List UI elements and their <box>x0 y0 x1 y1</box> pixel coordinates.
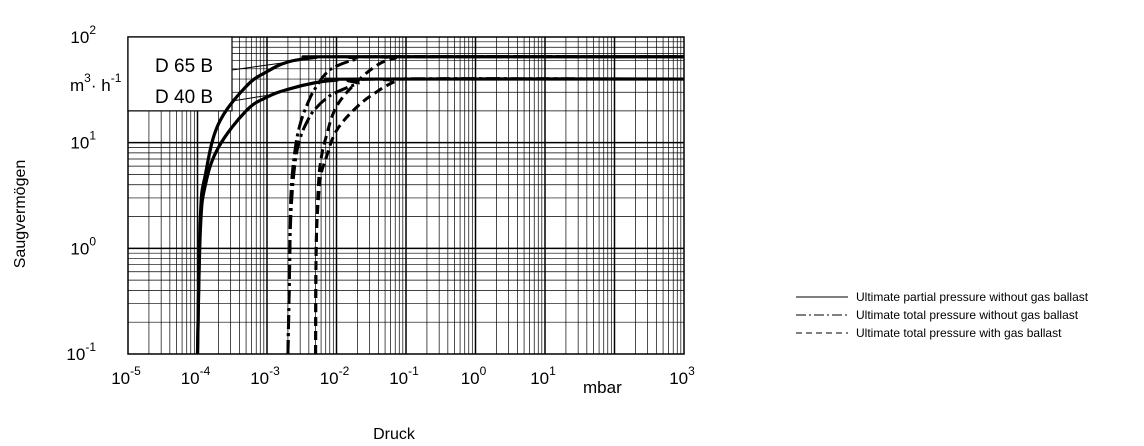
x-tick-label: 10-5 <box>111 364 141 388</box>
x-tick-label: 10-4 <box>181 364 211 388</box>
curve-label-box: D 65 B D 40 B <box>127 36 295 112</box>
plot-frame <box>127 36 685 355</box>
y-tick-label: 101 <box>70 129 96 153</box>
curve-label-box-frame <box>127 36 233 112</box>
x-tick-label: 10-3 <box>250 364 280 388</box>
y-tick-labels: 10-1 100 101 102 <box>66 23 96 364</box>
y-tick-label: 10-1 <box>66 340 96 364</box>
series-dashdot-d-40-b <box>286 77 685 355</box>
x-tick-label: 101 <box>530 364 556 388</box>
x-tick-label: 10-2 <box>320 364 350 388</box>
curve-label-d-40-b: D 40 B <box>155 87 213 108</box>
x-tick-labels: 10-5 10-4 10-3 10-2 10-1 100 101 103 <box>111 364 695 388</box>
curve-label-leader <box>231 94 273 102</box>
x-tick-label: 103 <box>669 364 695 388</box>
series-dashed-d-65-b <box>314 55 685 355</box>
y-tick-label: 100 <box>70 234 96 258</box>
series-solid-d-65-b <box>195 55 685 355</box>
legend: Ultimate partial pressure without gas ba… <box>796 290 1089 340</box>
series-dashed-d-40-b <box>314 77 685 355</box>
x-unit-label: mbar <box>583 378 622 397</box>
y-axis-title: Saugvermögen <box>12 160 29 269</box>
series-layer <box>195 55 685 355</box>
legend-label-dashed: Ultimate total pressure with gas ballast <box>856 326 1062 340</box>
x-axis-title: Druck <box>373 426 416 443</box>
y-tick-label: 102 <box>70 23 96 47</box>
x-tick-label: 100 <box>461 364 487 388</box>
y-unit-label: m3· h-1 <box>70 71 122 95</box>
x-tick-label: 10-1 <box>389 364 419 388</box>
legend-label-dashdot: Ultimate total pressure without gas ball… <box>856 308 1079 322</box>
series-dashdot-d-65-b <box>286 55 685 355</box>
curve-label-d-65-b: D 65 B <box>155 56 213 77</box>
legend-label-solid: Ultimate partial pressure without gas ba… <box>856 290 1089 304</box>
